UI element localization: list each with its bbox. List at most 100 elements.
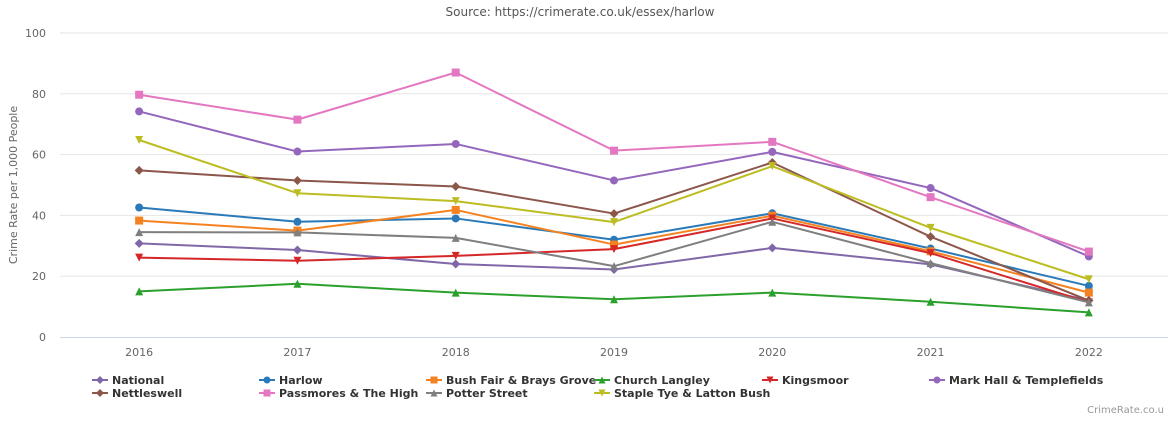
legend-marker[interactable] — [430, 389, 438, 397]
legend-label[interactable]: Staple Tye & Latton Bush — [614, 387, 770, 400]
legend-item[interactable]: National — [92, 374, 164, 387]
data-point[interactable] — [1084, 288, 1093, 297]
data-point[interactable] — [926, 193, 935, 202]
legend-item[interactable]: Kingsmoor — [762, 374, 849, 387]
chart-credit[interactable]: CrimeRate.co.u — [1087, 405, 1164, 416]
data-point[interactable] — [610, 245, 618, 254]
y-tick-label: 20 — [32, 270, 46, 283]
data-point[interactable] — [293, 217, 302, 226]
data-point[interactable] — [768, 288, 777, 297]
data-point[interactable] — [135, 90, 144, 99]
data-point[interactable] — [768, 137, 777, 146]
legend-item[interactable]: Staple Tye & Latton Bush — [594, 387, 770, 400]
data-point[interactable] — [451, 68, 460, 77]
data-point[interactable] — [293, 256, 302, 265]
legend-marker[interactable] — [263, 389, 271, 397]
data-point[interactable] — [134, 165, 144, 175]
data-point[interactable] — [609, 209, 619, 219]
data-point[interactable] — [293, 189, 302, 198]
data-point[interactable] — [451, 259, 461, 269]
data-point[interactable] — [451, 197, 460, 206]
data-point[interactable] — [767, 243, 777, 253]
legend-label[interactable]: Church Langley — [614, 374, 710, 387]
legend-label[interactable]: Kingsmoor — [782, 374, 849, 387]
legend-marker[interactable] — [598, 376, 606, 384]
x-tick-label: 2021 — [917, 346, 945, 359]
data-point[interactable] — [293, 147, 302, 156]
legend-marker[interactable] — [96, 389, 104, 397]
data-point[interactable] — [451, 214, 460, 223]
data-point[interactable] — [135, 228, 144, 237]
data-point[interactable] — [610, 295, 618, 304]
data-point[interactable] — [135, 216, 144, 225]
data-point[interactable] — [926, 232, 936, 242]
data-point[interactable] — [1084, 281, 1093, 290]
data-point[interactable] — [293, 279, 302, 288]
data-point[interactable] — [610, 146, 618, 155]
data-point[interactable] — [293, 228, 302, 237]
series-group[interactable] — [135, 217, 1093, 307]
data-point[interactable] — [926, 259, 935, 268]
legend[interactable]: National Harlow Bush Fair & Brays Grove Chu… — [92, 374, 1104, 400]
data-point[interactable] — [926, 223, 935, 232]
data-point[interactable] — [926, 184, 935, 193]
legend-marker[interactable] — [263, 376, 271, 384]
data-point[interactable] — [1084, 308, 1093, 317]
data-point[interactable] — [451, 139, 460, 148]
x-tick-label: 2018 — [442, 346, 470, 359]
data-point[interactable] — [1084, 247, 1093, 256]
legend-item[interactable]: Nettleswell — [92, 387, 182, 400]
data-point[interactable] — [292, 175, 302, 185]
legend-marker[interactable] — [766, 376, 774, 384]
data-point[interactable] — [134, 238, 144, 248]
series-group[interactable] — [135, 279, 1093, 317]
data-point[interactable] — [135, 136, 144, 145]
data-point[interactable] — [768, 147, 777, 156]
data-point[interactable] — [451, 182, 461, 192]
data-point[interactable] — [610, 262, 618, 271]
data-point[interactable] — [451, 251, 460, 260]
legend-item[interactable]: Potter Street — [426, 387, 528, 400]
data-point[interactable] — [610, 218, 618, 227]
data-point[interactable] — [1084, 298, 1093, 307]
data-point[interactable] — [768, 162, 777, 171]
data-point[interactable] — [135, 253, 144, 262]
data-point[interactable] — [292, 245, 302, 255]
data-point[interactable] — [1084, 275, 1093, 284]
series-group[interactable] — [135, 68, 1093, 256]
legend-label[interactable]: National — [112, 374, 164, 387]
data-point[interactable] — [768, 217, 777, 226]
legend-item[interactable]: Church Langley — [594, 374, 710, 387]
legend-item[interactable]: Bush Fair & Brays Grove — [426, 374, 596, 387]
legend-marker[interactable] — [598, 389, 606, 397]
data-point[interactable] — [610, 176, 618, 185]
legend-marker[interactable] — [430, 376, 438, 384]
y-axis-label: Crime Rate per 1,000 People — [7, 106, 20, 264]
data-point[interactable] — [135, 107, 144, 116]
series-line[interactable] — [139, 217, 1090, 304]
data-point[interactable] — [451, 288, 460, 297]
series-group[interactable] — [135, 214, 1093, 307]
data-point[interactable] — [926, 249, 935, 258]
legend-label[interactable]: Mark Hall & Templefields — [949, 374, 1104, 387]
data-point[interactable] — [610, 240, 618, 249]
data-point[interactable] — [926, 297, 935, 306]
data-point[interactable] — [451, 233, 460, 242]
legend-item[interactable]: Passmores & The High — [259, 387, 418, 400]
legend-label[interactable]: Passmores & The High — [279, 387, 418, 400]
legend-label[interactable]: Bush Fair & Brays Grove — [446, 374, 596, 387]
legend-marker[interactable] — [933, 376, 941, 384]
legend-label[interactable]: Harlow — [279, 374, 323, 387]
y-tick-label: 0 — [39, 331, 46, 344]
legend-label[interactable]: Potter Street — [446, 387, 528, 400]
legend-label[interactable]: Nettleswell — [112, 387, 182, 400]
legend-marker[interactable] — [96, 376, 104, 384]
data-point[interactable] — [135, 203, 144, 212]
data-point[interactable] — [293, 115, 302, 124]
legend-item[interactable]: Mark Hall & Templefields — [929, 374, 1104, 387]
data-point[interactable] — [135, 287, 144, 296]
legend-item[interactable]: Harlow — [259, 374, 323, 387]
series-group[interactable] — [135, 136, 1093, 284]
data-point[interactable] — [451, 205, 460, 214]
